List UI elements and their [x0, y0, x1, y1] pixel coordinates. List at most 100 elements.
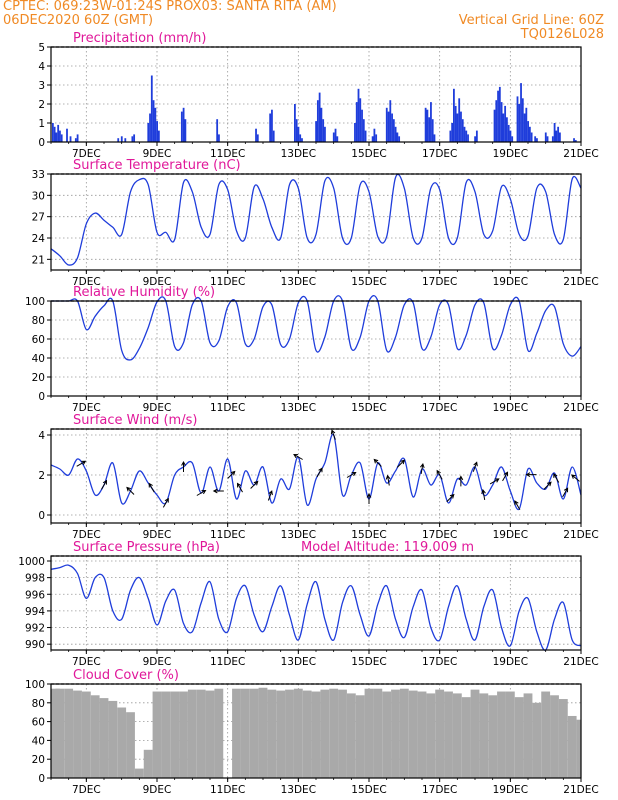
pressure-x-tick-label: 19DEC — [493, 656, 528, 668]
temp-x-tick-label: 17DEC — [422, 276, 457, 288]
wind-series-line — [50, 433, 582, 511]
wind-direction-arrow — [571, 474, 580, 482]
precip-bar — [301, 138, 303, 142]
precip-bar — [152, 100, 155, 142]
precip-bar — [66, 128, 68, 142]
precip-bar — [507, 124, 510, 142]
precip-y-tick-label: 0 — [38, 137, 45, 149]
pressure-y-tick-label: 990 — [25, 639, 45, 651]
temp-y-tick-label: 27 — [32, 212, 45, 224]
cloud-cover-bar — [346, 693, 356, 778]
wind-y-tick-label: 0 — [38, 510, 45, 522]
precip-x-tick-label: 11DEC — [210, 148, 245, 160]
precip-bar — [500, 102, 503, 142]
precip-bar — [324, 126, 326, 142]
cloud-cover-bar — [338, 689, 347, 778]
cloud-cover-bar — [73, 690, 82, 778]
precip-bar — [430, 102, 432, 142]
cloud-cover-bar — [161, 691, 171, 778]
precip-bar — [456, 113, 459, 142]
wind-direction-arrow — [385, 474, 391, 486]
pressure-y-tick-label: 998 — [25, 573, 45, 585]
wind-direction-arrow — [543, 481, 552, 490]
precip-bar — [362, 119, 365, 142]
precip-bar — [493, 109, 496, 142]
precip-bar — [147, 123, 150, 142]
precip-bar — [60, 134, 63, 142]
cloud-cover-bar — [108, 700, 118, 778]
cloud-cover-bar — [152, 691, 162, 778]
precip-x-tick-label: 13DEC — [281, 148, 316, 160]
cloud-cover-bar — [143, 749, 153, 778]
wind-direction-arrow — [250, 480, 259, 489]
precip-bar — [559, 132, 561, 142]
precip-bar — [385, 107, 388, 142]
precip-bar — [332, 132, 335, 142]
pressure-x-tick-label: 13DEC — [281, 656, 316, 668]
cloud-cover-bar — [329, 688, 339, 778]
wind-x-tick-label: 19DEC — [493, 529, 528, 541]
wind-direction-arrow — [227, 470, 236, 479]
rh-series-line — [50, 295, 582, 361]
precip-bar — [511, 136, 514, 142]
cloud-cover-bar — [444, 691, 453, 778]
precip-bar — [389, 100, 392, 142]
cloud-cover-bar — [196, 689, 206, 778]
temp-x-tick-label: 15DEC — [351, 276, 386, 288]
pressure-y-tick-label: 992 — [25, 623, 45, 635]
cloud-cover-bar — [276, 690, 286, 778]
precip-bar — [272, 130, 275, 142]
pressure-y-tick-label: 994 — [25, 606, 45, 618]
cloud-x-tick-label: 7DEC — [72, 784, 101, 796]
cloud-cover-bar — [258, 687, 268, 778]
precip-bar — [271, 109, 273, 142]
cloud-x-tick-label: 11DEC — [210, 784, 245, 796]
cloud-cover-bar — [461, 697, 471, 778]
precip-bar — [336, 136, 339, 142]
precip-bar — [387, 111, 390, 142]
wind-direction-arrow — [76, 460, 87, 467]
cloud-cover-bar — [399, 688, 409, 778]
cloud-cover-bar — [134, 768, 144, 778]
precip-bar — [375, 134, 378, 142]
precip-bar — [371, 136, 374, 142]
cloud-x-tick-label: 19DEC — [493, 784, 528, 796]
precip-bar — [69, 136, 72, 142]
temp-y-tick-label: 21 — [32, 254, 45, 266]
precip-bar — [218, 134, 220, 142]
precip-bar — [295, 119, 298, 142]
precip-bar — [521, 98, 524, 142]
cloud-cover-bar — [541, 691, 551, 778]
wind-direction-arrow — [396, 459, 406, 468]
temp-x-tick-label: 19DEC — [493, 276, 528, 288]
wind-x-tick-label: 9DEC — [143, 529, 172, 541]
cloud-cover-bar — [205, 690, 215, 778]
wind-direction-arrow — [212, 488, 224, 494]
precip-bar — [294, 104, 296, 142]
wind-x-tick-label: 17DEC — [422, 529, 457, 541]
cloud-cover-bar — [81, 691, 91, 778]
rh-title: Relative Humidity (%) — [73, 285, 215, 300]
wind-direction-arrow — [553, 472, 560, 483]
pressure-annotation: Model Altitude: 119.009 m — [301, 540, 474, 555]
wind-direction-arrow — [514, 500, 521, 510]
precip-bar — [426, 109, 429, 142]
cloud-cover-bar — [505, 691, 515, 778]
precip-bar — [391, 113, 393, 142]
precip-bar — [156, 121, 158, 142]
wind-direction-arrow — [373, 458, 382, 467]
cloud-cover-bar — [497, 691, 506, 778]
precip-bar — [454, 105, 457, 142]
wind-x-tick-label: 15DEC — [351, 529, 386, 541]
precip-bar — [182, 107, 185, 142]
precip-bar — [544, 132, 547, 142]
wind-direction-arrow — [502, 471, 509, 482]
cloud-title: Cloud Cover (%) — [73, 668, 179, 683]
precip-bar — [320, 107, 323, 142]
rh-y-tick-label: 60 — [32, 334, 45, 346]
precip-bar — [359, 98, 362, 142]
wind-direction-arrow — [346, 471, 357, 478]
precip-bar — [334, 128, 337, 142]
temp-x-tick-label: 13DEC — [281, 276, 316, 288]
cloud-cover-bar — [187, 689, 197, 778]
